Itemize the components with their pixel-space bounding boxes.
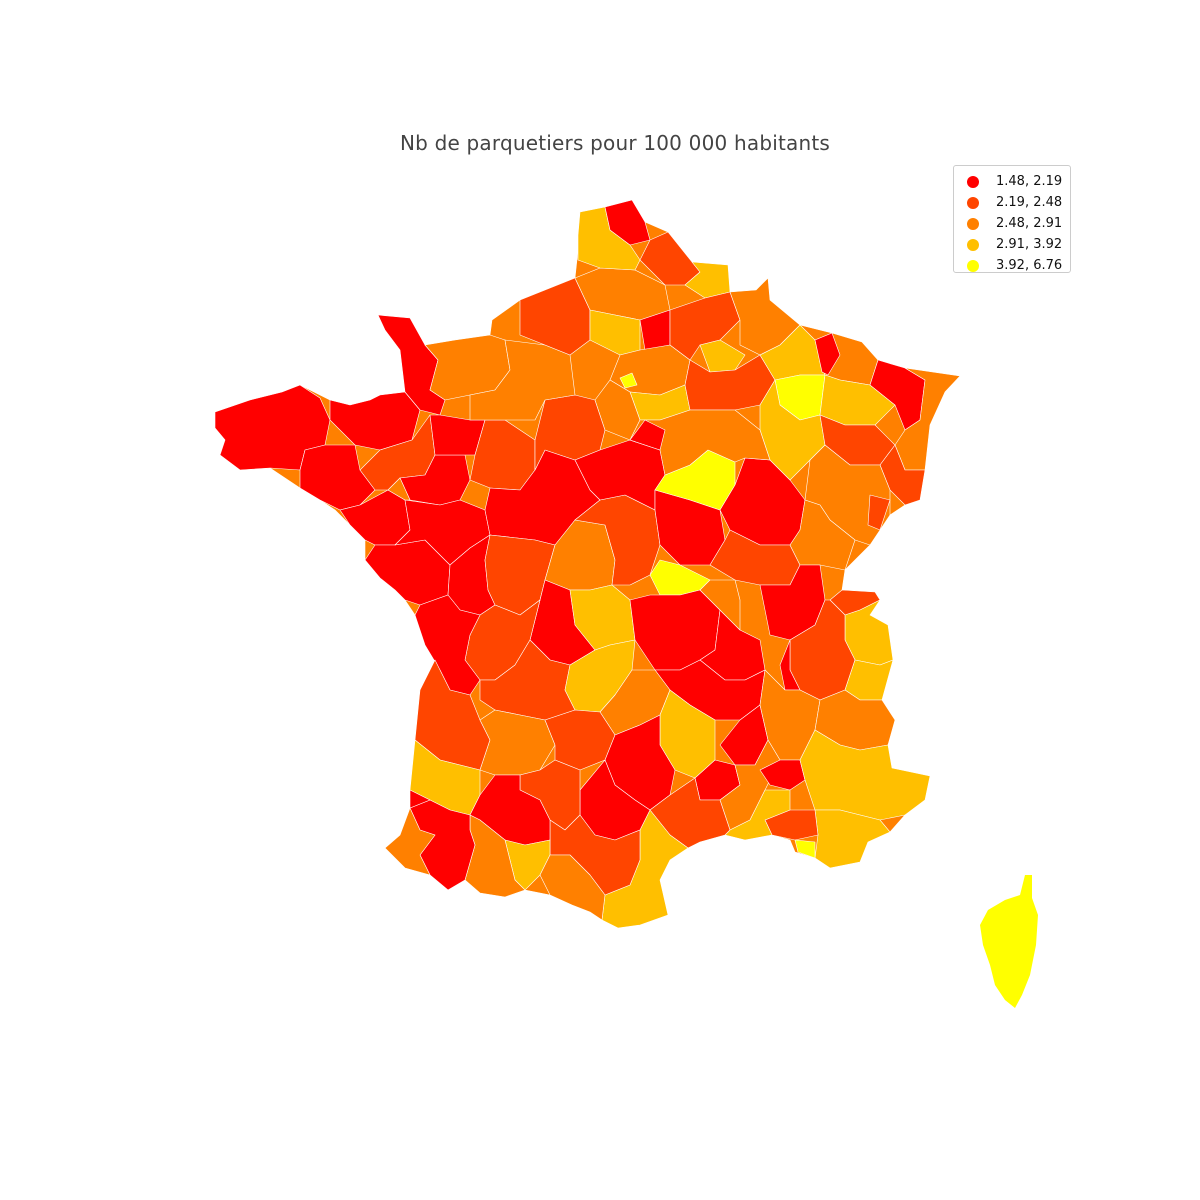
legend: 1.48, 2.19 2.19, 2.48 2.48, 2.91 2.91, 3… <box>953 165 1071 273</box>
region-corsica <box>980 875 1038 1008</box>
region-basque-coast <box>384 807 436 876</box>
legend-item-5: 3.92, 6.76 <box>954 255 1070 276</box>
legend-item-4: 2.91, 3.92 <box>954 234 1070 255</box>
region-var-gold <box>814 809 891 869</box>
legend-label-5: 3.92, 6.76 <box>996 258 1063 273</box>
region-gard-gold <box>724 789 791 841</box>
region-paris-gold <box>619 372 638 389</box>
legend-label-4: 2.91, 3.92 <box>996 237 1063 252</box>
legend-swatch-2 <box>967 196 979 209</box>
region-jura <box>789 499 856 571</box>
region-marseille-gold <box>794 839 816 859</box>
legend-item-3: 2.48, 2.91 <box>954 213 1070 234</box>
region-ariege <box>539 854 606 921</box>
map-title: Nb de parquetiers pour 100 000 habitants <box>399 131 831 155</box>
legend-label-2: 2.19, 2.48 <box>996 195 1063 210</box>
legend-swatch-1 <box>967 175 979 188</box>
region-moselle-red <box>814 332 841 376</box>
region-loiret-red <box>629 419 666 451</box>
region-ille-east <box>387 477 411 501</box>
region-jura-red <box>867 494 891 531</box>
legend-swatch-5 <box>967 259 979 272</box>
legend-item-1: 1.48, 2.19 <box>954 171 1070 192</box>
legend-label-3: 2.48, 2.91 <box>996 216 1063 231</box>
region-marne-gold <box>699 339 746 373</box>
legend-label-1: 1.48, 2.19 <box>996 174 1063 189</box>
region-manche <box>377 314 446 416</box>
legend-swatch-4 <box>967 238 979 251</box>
region-landes-red <box>409 789 431 809</box>
region-rhone-orange <box>699 579 741 631</box>
legend-swatch-3 <box>967 217 979 230</box>
legend-item-2: 2.19, 2.48 <box>954 192 1070 213</box>
